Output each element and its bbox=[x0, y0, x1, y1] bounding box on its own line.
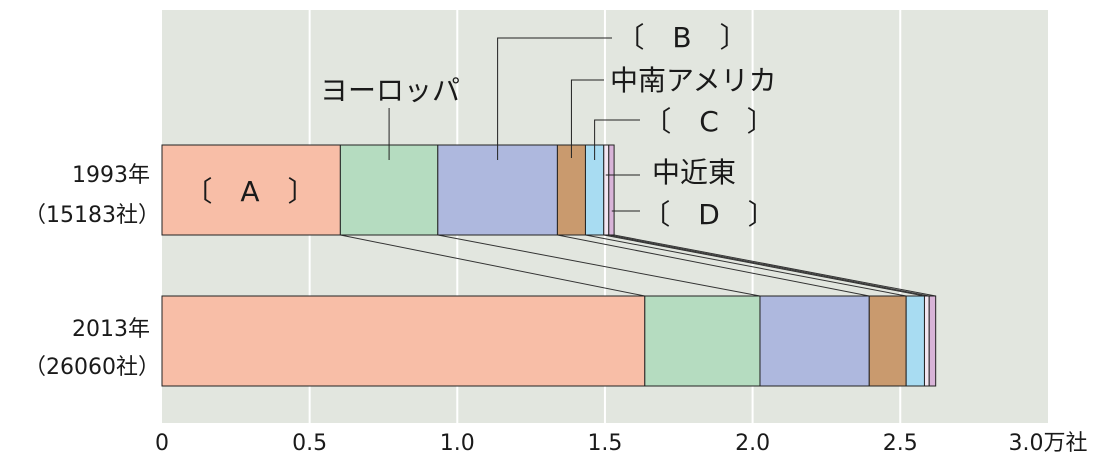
row-label-year-2013: 2013年 bbox=[72, 317, 150, 342]
annotation-label-d: 〔 D 〕 bbox=[642, 198, 776, 231]
connector-line-1 bbox=[340, 234, 645, 297]
annotation-label-b: 〔 B 〕 bbox=[616, 21, 747, 54]
row-label-year-1993: 1993年 bbox=[72, 163, 150, 188]
connector-line-7 bbox=[614, 234, 936, 297]
bar-segment-0-3 bbox=[556, 144, 586, 236]
connector-line-6 bbox=[608, 234, 930, 297]
x-tick-label-4: 2.0 bbox=[735, 431, 770, 456]
bar-segment-0-6 bbox=[608, 144, 615, 236]
annotation-label-middle-east: 中近東 bbox=[652, 156, 736, 189]
x-tick-label-0: 0 bbox=[155, 431, 169, 456]
bar-segment-0-5 bbox=[603, 144, 610, 236]
bar-segment-0-0 bbox=[161, 144, 341, 236]
bar-segment-1-4 bbox=[905, 295, 925, 387]
bar-segment-1-2 bbox=[759, 295, 870, 387]
annotation-label-europe: ヨーロッパ bbox=[320, 74, 460, 107]
x-tick-label-1: 0.5 bbox=[292, 431, 327, 456]
leader-line-3 bbox=[594, 119, 640, 160]
x-tick-label-2: 1.0 bbox=[440, 431, 475, 456]
connector-line-5 bbox=[603, 234, 925, 297]
connector-line-4 bbox=[585, 234, 907, 297]
connector-line-2 bbox=[437, 234, 761, 297]
annotation-label-a: 〔 A 〕 bbox=[184, 175, 315, 208]
leader-line-1 bbox=[497, 37, 612, 160]
bars bbox=[161, 144, 937, 387]
x-tick-label-5: 2.5 bbox=[883, 431, 918, 456]
x-axis-ticks: 0 0.5 1.0 1.5 2.0 2.5 bbox=[155, 431, 918, 456]
annotation-label-c: 〔 C 〕 bbox=[643, 105, 775, 138]
row-label-total-1993: （15183社） bbox=[24, 203, 160, 228]
x-axis-unit-label: 3.0万社 bbox=[1009, 431, 1088, 456]
connector-line-3 bbox=[557, 234, 870, 297]
bar-segment-1-0 bbox=[161, 295, 646, 387]
segment-annotations: 〔 A 〕 ヨーロッパ 〔 B 〕 中南アメリカ 〔 C 〕 中近東 〔 D 〕 bbox=[184, 21, 776, 231]
bar-segment-1-3 bbox=[868, 295, 907, 387]
x-tick-label-3: 1.5 bbox=[587, 431, 622, 456]
bar-segment-1-5 bbox=[923, 295, 930, 387]
row-labels: 1993年 （15183社） 2013年 （26060社） bbox=[24, 163, 160, 380]
bar-segment-1-1 bbox=[644, 295, 761, 387]
row-label-total-2013: （26060社） bbox=[24, 355, 160, 380]
bar-connectors bbox=[340, 234, 936, 297]
annotation-leader-lines bbox=[388, 37, 640, 212]
leader-line-2 bbox=[570, 79, 604, 158]
bar-segment-1-6 bbox=[928, 295, 937, 387]
annotation-label-latin-america: 中南アメリカ bbox=[610, 64, 777, 97]
